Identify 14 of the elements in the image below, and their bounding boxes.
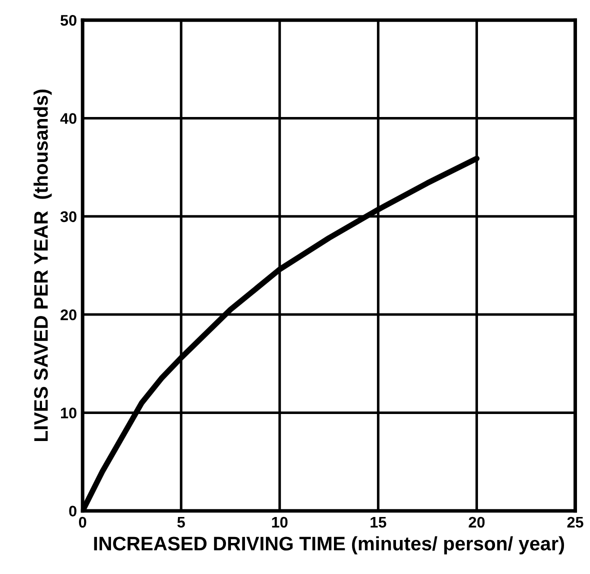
y-tick-label: 0 (69, 506, 76, 517)
x-tick-label: 0 (78, 516, 86, 528)
y-tick-label: 50 (60, 14, 76, 26)
y-tick-label: 20 (60, 309, 76, 320)
x-tick-label: 10 (272, 516, 288, 528)
y-tick-label: 30 (60, 211, 76, 222)
x-tick-label: 5 (177, 516, 185, 528)
x-tick-label: 25 (567, 516, 584, 528)
y-axis-title: LIVES SAVED PER YEAR (thousands) (34, 90, 52, 442)
x-tick-label: 20 (468, 516, 485, 528)
x-tick-label: 15 (370, 516, 386, 528)
x-axis-title: INCREASED DRIVING TIME (minutes/ person/ year) (94, 536, 564, 554)
y-tick-label: 10 (61, 408, 76, 418)
y-tick-label: 40 (60, 113, 76, 124)
